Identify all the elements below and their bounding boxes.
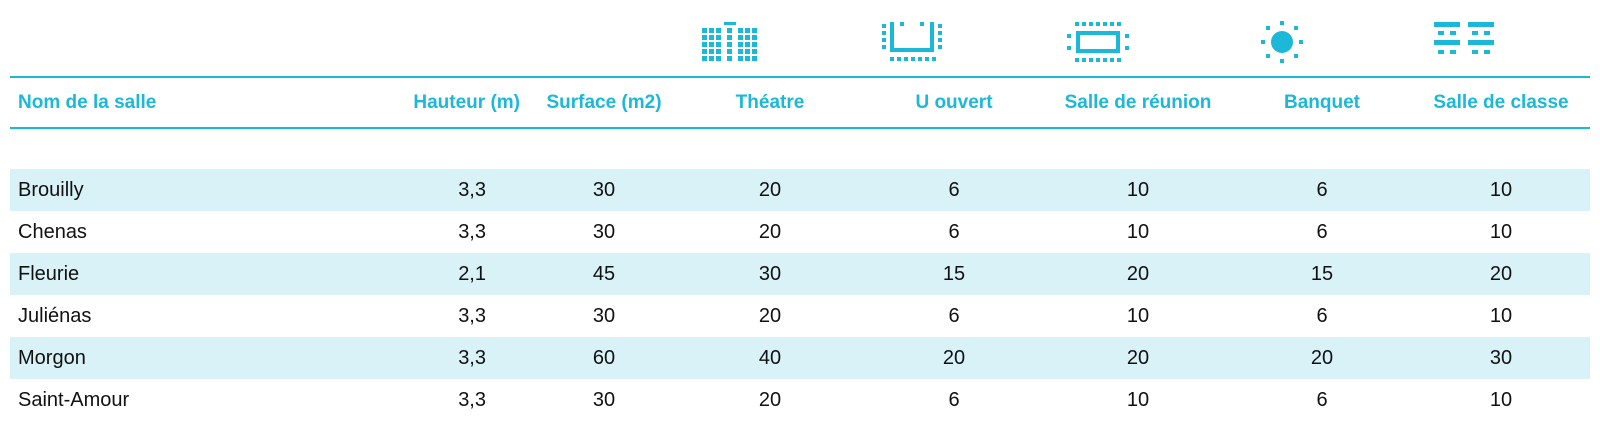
col-header-name[interactable]: Nom de la salle — [18, 91, 157, 113]
table-row[interactable]: Brouilly 3,3 30 20 6 10 6 10 — [10, 169, 1590, 211]
col-header-banquet[interactable]: Banquet — [1284, 91, 1360, 113]
layout-icons-row — [0, 18, 1600, 68]
cell-name: Fleurie — [10, 253, 300, 295]
cell-surface: 60 — [532, 337, 676, 379]
theatre-seating-icon — [698, 18, 762, 66]
cell-theatre: 20 — [758, 304, 782, 327]
cell-u-ouvert: 6 — [948, 220, 960, 243]
cell-reunion: 20 — [1044, 337, 1232, 379]
cell-banquet: 20 — [1232, 337, 1412, 379]
col-header-reunion[interactable]: Salle de réunion — [1064, 91, 1212, 113]
col-header-u-ouvert[interactable]: U ouvert — [915, 91, 993, 113]
cell-banquet: 6 — [1316, 304, 1328, 327]
col-header-theatre[interactable]: Théatre — [735, 91, 805, 113]
cell-name: Chenas — [18, 220, 87, 243]
cell-u-ouvert: 15 — [864, 253, 1044, 295]
header-spacer — [10, 127, 1590, 169]
cell-classe: 30 — [1412, 337, 1590, 379]
table-body: Brouilly 3,3 30 20 6 10 6 10 Chenas 3,3 30 20 6 10 6 10… — [10, 127, 1590, 421]
col-header-surface[interactable]: Surface (m2) — [546, 91, 662, 113]
header-bottom-rule — [10, 127, 1590, 129]
table-row[interactable]: Juliénas 3,3 30 20 6 10 6 10 — [10, 295, 1590, 337]
cell-theatre: 20 — [758, 388, 782, 411]
cell-reunion: 10 — [1126, 220, 1150, 243]
boardroom-icon — [1066, 18, 1130, 66]
table-row[interactable]: Saint-Amour 3,3 30 20 6 10 6 10 — [10, 379, 1590, 421]
cell-u-ouvert: 6 — [948, 304, 960, 327]
header-row: Nom de la salle Hauteur (m) Surface (m2)… — [10, 78, 1590, 127]
cell-u-ouvert: 20 — [864, 337, 1044, 379]
cell-reunion: 10 — [1126, 388, 1150, 411]
cell-hauteur: 3,3 — [458, 304, 486, 327]
cell-reunion: 10 — [1044, 169, 1232, 211]
cell-hauteur: 3,3 — [458, 388, 486, 411]
cell-hauteur: 2,1 — [300, 253, 532, 295]
cell-classe: 10 — [1412, 169, 1590, 211]
classroom-icon — [1432, 18, 1496, 66]
cell-hauteur: 3,3 — [300, 169, 532, 211]
table-row[interactable]: Chenas 3,3 30 20 6 10 6 10 — [10, 211, 1590, 253]
cell-name: Morgon — [10, 337, 300, 379]
cell-name: Saint-Amour — [18, 388, 130, 411]
cell-banquet: 6 — [1316, 388, 1328, 411]
header-top-rule — [10, 76, 1590, 78]
cell-theatre: 20 — [758, 220, 782, 243]
cell-banquet: 6 — [1316, 220, 1328, 243]
cell-classe: 10 — [1489, 304, 1513, 327]
cell-surface: 30 — [592, 304, 616, 327]
col-header-classe[interactable]: Salle de classe — [1433, 91, 1569, 113]
cell-surface: 30 — [592, 220, 616, 243]
cell-reunion: 10 — [1126, 304, 1150, 327]
cell-banquet: 15 — [1232, 253, 1412, 295]
cell-theatre: 30 — [676, 253, 864, 295]
cell-classe: 10 — [1489, 388, 1513, 411]
room-capacity-table: Nom de la salle Hauteur (m) Surface (m2)… — [10, 78, 1590, 421]
table-row[interactable]: Morgon 3,3 60 40 20 20 20 30 — [10, 337, 1590, 379]
cell-surface: 45 — [532, 253, 676, 295]
cell-hauteur: 3,3 — [300, 337, 532, 379]
cell-classe: 20 — [1412, 253, 1590, 295]
cell-surface: 30 — [592, 388, 616, 411]
cell-classe: 10 — [1489, 220, 1513, 243]
u-shape-icon — [880, 18, 944, 66]
cell-surface: 30 — [532, 169, 676, 211]
col-header-hauteur[interactable]: Hauteur (m) — [413, 91, 520, 113]
cell-theatre: 40 — [676, 337, 864, 379]
cell-u-ouvert: 6 — [864, 169, 1044, 211]
cell-banquet: 6 — [1232, 169, 1412, 211]
table-row[interactable]: Fleurie 2,1 45 30 15 20 15 20 — [10, 253, 1590, 295]
room-capacity-table-page: Nom de la salle Hauteur (m) Surface (m2)… — [0, 18, 1600, 411]
cell-hauteur: 3,3 — [458, 220, 486, 243]
cell-theatre: 20 — [676, 169, 864, 211]
cell-name: Juliénas — [18, 304, 92, 327]
cell-reunion: 20 — [1044, 253, 1232, 295]
cell-u-ouvert: 6 — [948, 388, 960, 411]
banquet-round-table-icon — [1250, 18, 1314, 66]
cell-name: Brouilly — [10, 169, 300, 211]
